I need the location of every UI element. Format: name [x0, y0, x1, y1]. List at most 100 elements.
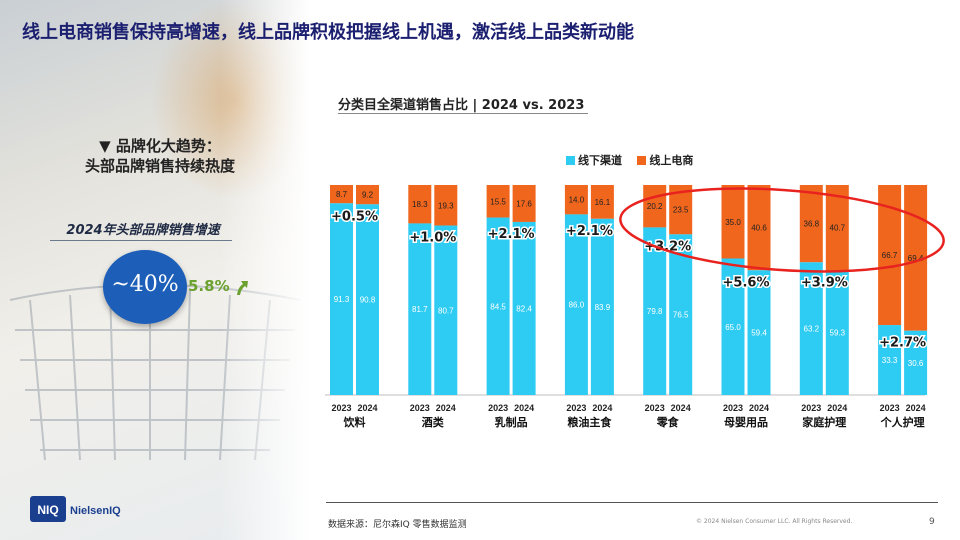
data-label-offline: 59.3	[830, 329, 846, 338]
bar-online	[434, 185, 458, 226]
bar-online	[330, 185, 353, 204]
online-share-change-label: +2.1%	[488, 227, 535, 242]
data-label-offline: 30.6	[908, 359, 924, 368]
bar-offline	[434, 225, 458, 395]
year-tick-label: 2023	[566, 403, 586, 413]
bar-offline	[356, 204, 379, 395]
bar-online	[669, 185, 693, 235]
up-arrow-icon	[237, 281, 248, 295]
online-share-change-label: +5.6%	[723, 275, 770, 290]
bar-offline	[512, 221, 536, 395]
category-tick-label: 乳制品	[495, 415, 528, 429]
year-tick-label: 2024	[357, 403, 377, 413]
year-tick-label: 2023	[410, 403, 430, 413]
online-share-change-label: +3.2%	[644, 239, 691, 254]
logo-mark: NIQ	[37, 503, 58, 517]
growth-label: 2024年头部品牌销售增速	[66, 223, 220, 238]
data-label-offline: 65.0	[725, 323, 741, 332]
bar-online	[825, 185, 849, 271]
data-label-offline: 82.4	[516, 304, 532, 313]
top-brand-growth-value: ~40%	[111, 272, 179, 297]
online-share-change-label: +1.0%	[409, 231, 456, 246]
bar-online	[747, 185, 771, 271]
bar-online	[512, 185, 536, 222]
data-label-offline: 63.2	[804, 325, 820, 334]
data-label-online: 66.7	[882, 251, 898, 260]
data-label-online: 18.3	[412, 200, 428, 209]
data-label-offline: 33.3	[882, 356, 898, 365]
year-tick-label: 2024	[827, 403, 847, 413]
data-label-offline: 59.4	[751, 329, 767, 338]
bar-offline	[878, 325, 902, 395]
copyright: © 2024 Nielsen Consumer LLC. All Rights …	[696, 518, 853, 525]
year-tick-label: 2024	[514, 403, 534, 413]
legend-label-offline: 线下渠道	[578, 154, 622, 167]
legend-swatch-offline	[566, 156, 575, 165]
trend-heading-line1: ▼ 品牌化大趋势：	[99, 137, 221, 155]
logo-text: NielsenIQ	[70, 505, 121, 517]
online-share-change-label: +2.7%	[879, 336, 926, 351]
data-label-offline: 76.5	[673, 311, 689, 320]
year-tick-label: 2024	[906, 403, 926, 413]
bar-online	[356, 185, 379, 205]
year-tick-label: 2024	[592, 403, 612, 413]
bar-offline	[408, 223, 432, 395]
bar-offline	[590, 218, 614, 395]
trend-heading-line2: 头部品牌销售持续热度	[84, 157, 235, 175]
data-label-online: 14.0	[569, 196, 585, 205]
data-label-offline: 81.7	[412, 305, 428, 314]
bar-online	[904, 185, 928, 331]
bar-online	[878, 185, 902, 326]
bar-offline	[721, 258, 745, 395]
year-tick-label: 2023	[880, 403, 900, 413]
year-tick-label: 2023	[723, 403, 743, 413]
year-tick-label: 2023	[488, 403, 508, 413]
data-label-online: 69.4	[908, 254, 924, 263]
category-tick-label: 粮油主食	[567, 415, 612, 429]
bar-online	[721, 185, 745, 259]
footer-divider	[326, 502, 938, 503]
niq-logo-icon: NIQ	[30, 496, 66, 522]
overall-growth-value: 5.8%	[188, 277, 230, 295]
bar-offline	[486, 217, 510, 395]
background-photo	[0, 0, 310, 540]
data-label-offline: 84.5	[490, 302, 506, 311]
bar-online	[799, 185, 823, 263]
data-label-online: 9.2	[362, 191, 374, 200]
data-label-online: 23.5	[673, 206, 689, 215]
data-label-online: 35.0	[725, 218, 741, 227]
bar-online	[590, 185, 614, 219]
bar-offline	[669, 234, 693, 395]
category-tick-label: 零食	[656, 415, 680, 429]
page-number: 9	[929, 517, 935, 527]
data-label-online: 36.8	[804, 220, 820, 229]
growth-label-underline	[50, 240, 232, 241]
data-label-offline: 86.0	[569, 301, 585, 310]
legend-swatch-online	[637, 156, 647, 165]
background-fade	[220, 0, 310, 540]
category-tick-label: 酒类	[422, 415, 445, 429]
chart-legend: 线下渠道 线上电商	[566, 152, 693, 168]
bar-offline	[825, 270, 849, 395]
bar-offline	[564, 214, 588, 395]
data-label-online: 15.5	[490, 197, 506, 206]
legend-label-online: 线上电商	[649, 154, 694, 167]
bar-offline	[330, 203, 353, 395]
data-label-online: 17.6	[516, 199, 532, 208]
trend-heading: ▼ 品牌化大趋势： 头部品牌销售持续热度	[60, 136, 260, 176]
category-tick-label: 个人护理	[880, 415, 925, 429]
chart-title: 分类目全渠道销售占比 | 2024 vs. 2023	[338, 98, 585, 113]
top-brand-growth-circle: ~40%	[103, 250, 187, 324]
year-tick-label: 2023	[331, 403, 351, 413]
online-share-change-label: +3.9%	[801, 275, 848, 290]
bar-offline	[643, 227, 667, 395]
category-tick-label: 饮料	[343, 415, 366, 429]
bar-online	[408, 185, 432, 224]
data-label-online: 19.3	[438, 201, 454, 210]
chart-title-underline	[338, 113, 588, 114]
bar-online	[564, 185, 588, 215]
year-tick-label: 2024	[436, 403, 456, 413]
data-source: 数据来源：尼尔森IQ 零售数据监测	[328, 520, 467, 530]
year-tick-label: 2023	[801, 403, 821, 413]
online-share-change-label: +2.1%	[566, 224, 613, 239]
